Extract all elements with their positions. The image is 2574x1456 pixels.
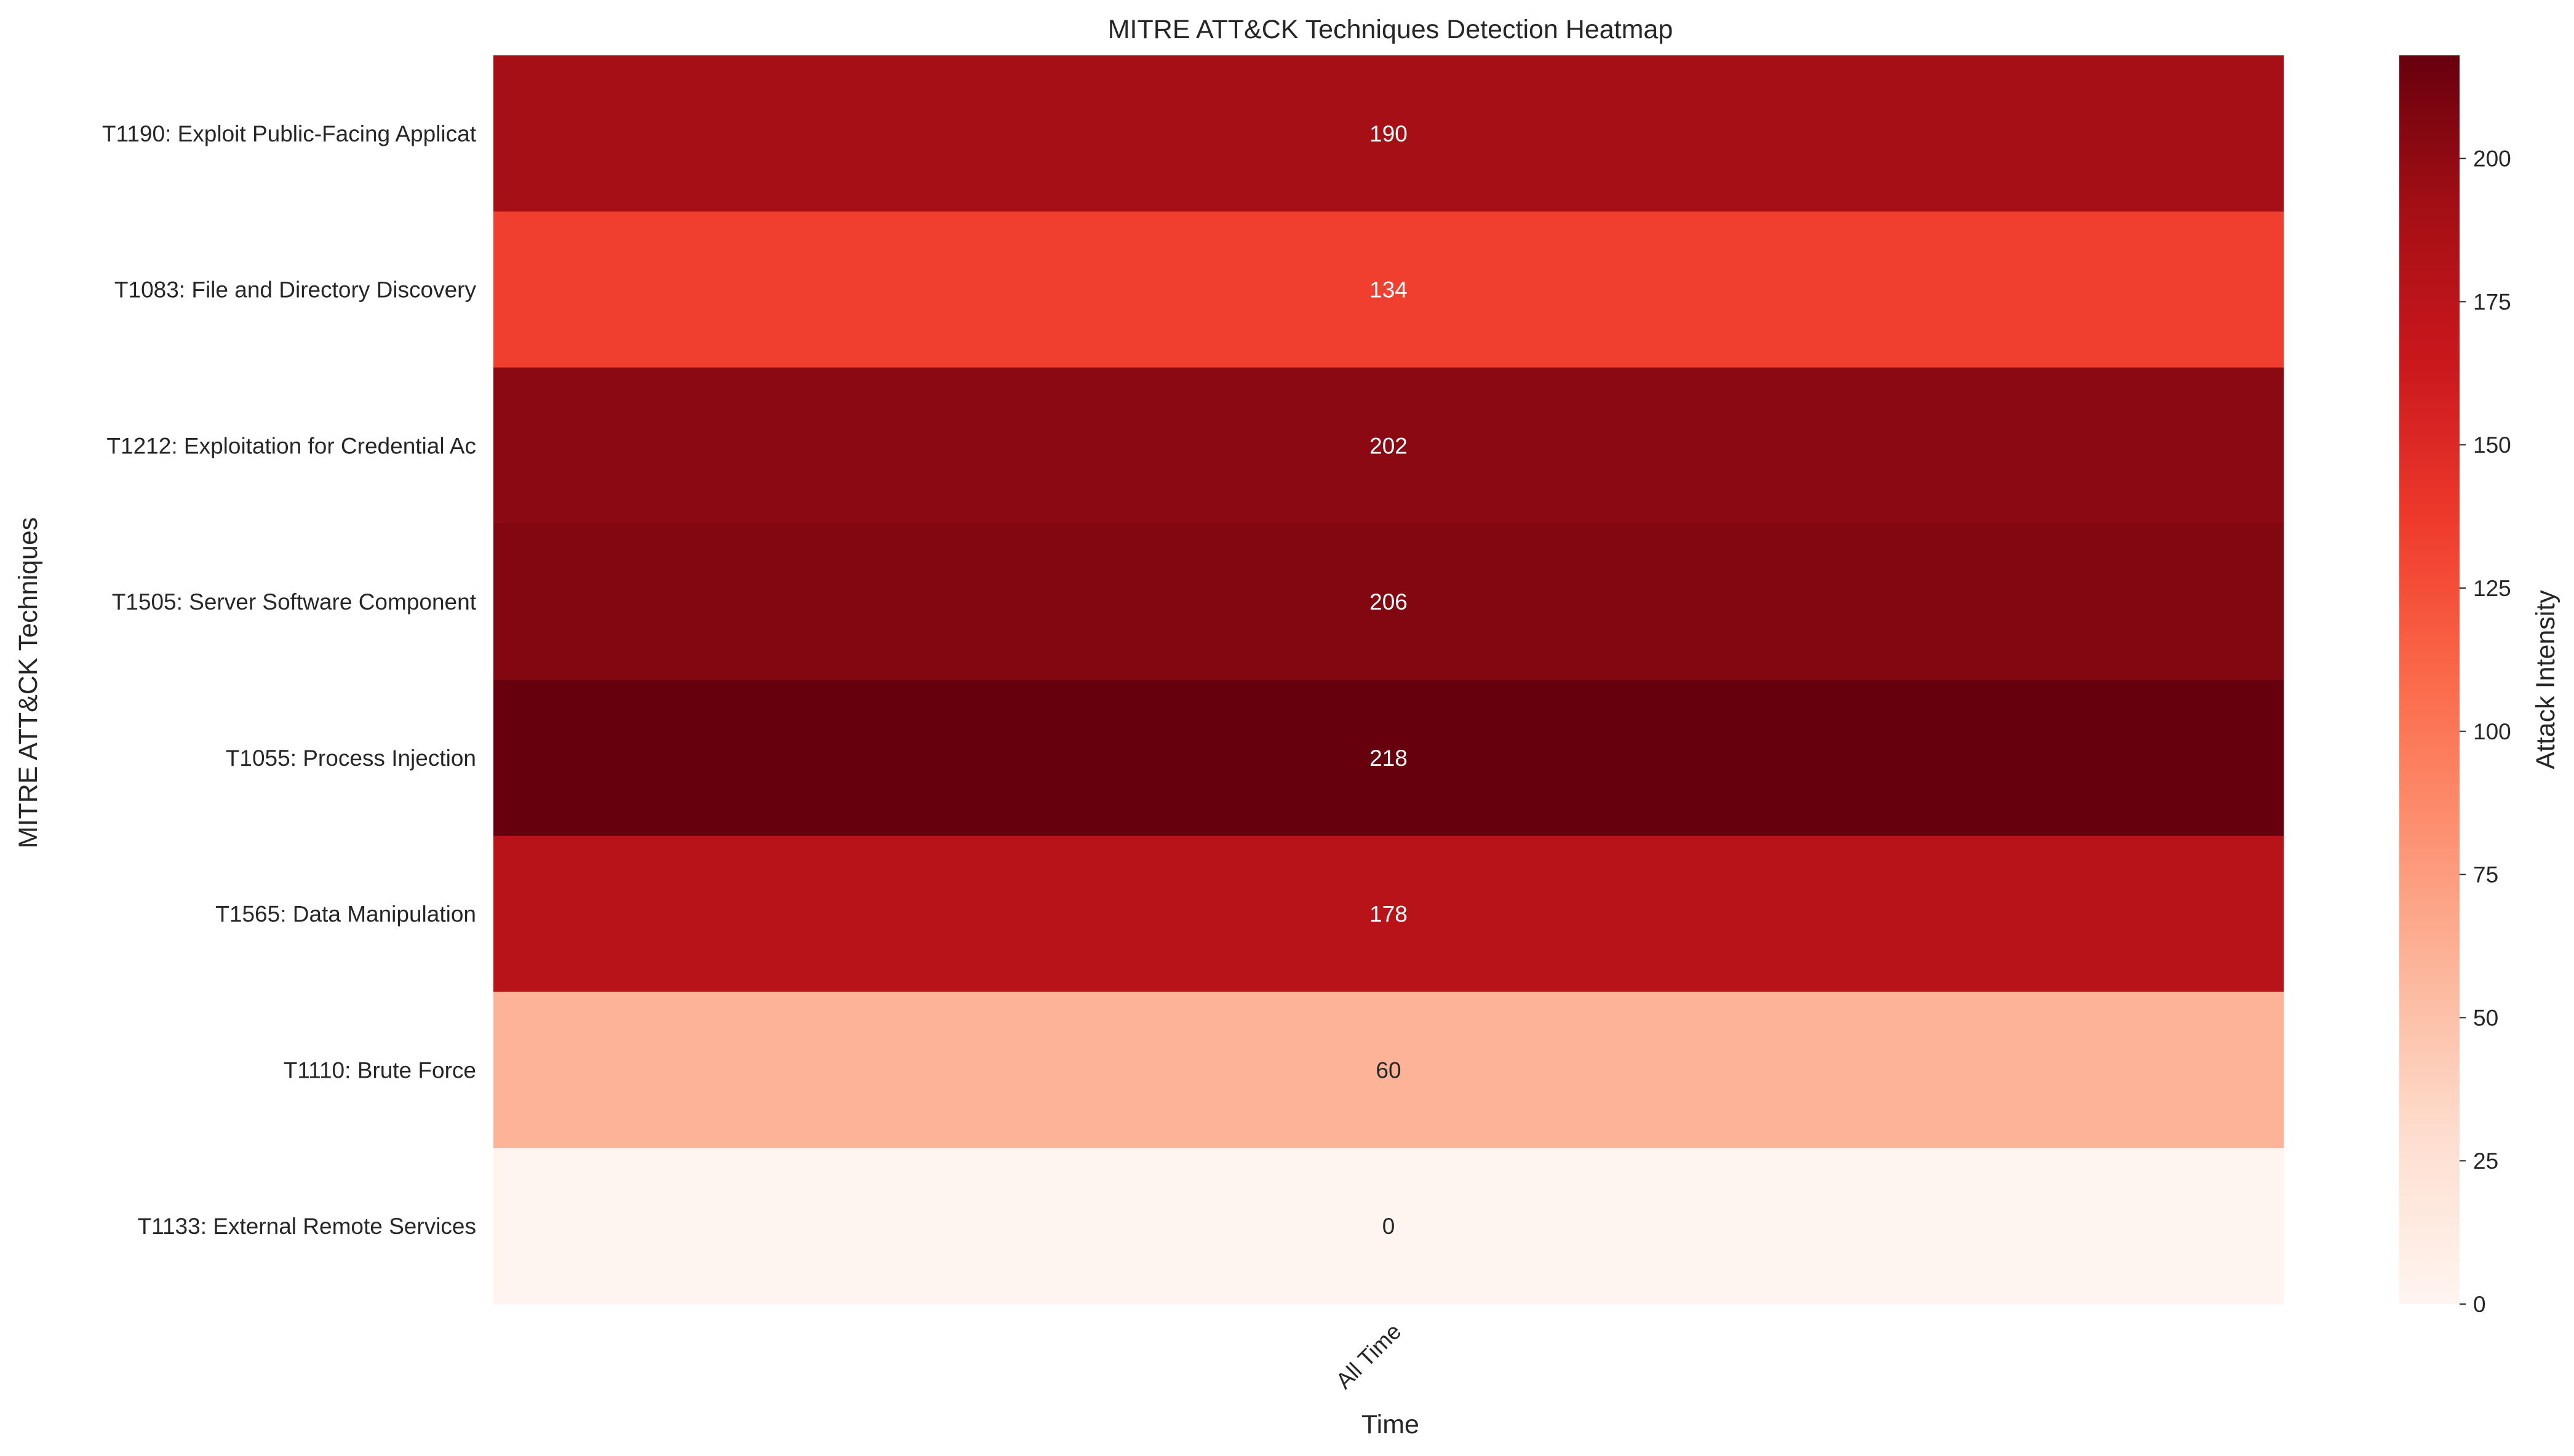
y-tick-label: T1190: Exploit Public-Facing Applicat (102, 121, 477, 146)
cell-value-label: 218 (1369, 746, 1408, 771)
y-tick-label: T1083: File and Directory Discovery (114, 277, 477, 303)
chart-title: MITRE ATT&CK Techniques Detection Heatma… (1108, 15, 1673, 44)
cell-value-label: 206 (1369, 589, 1408, 615)
cell-value-label: 178 (1369, 902, 1408, 927)
heatmap-cell (493, 1148, 2284, 1305)
colorbar-label: Attack Intensity (2531, 590, 2560, 770)
cell-value-label: 134 (1369, 277, 1408, 303)
cell-value-label: 60 (1376, 1057, 1401, 1083)
colorbar (2399, 55, 2460, 1304)
y-tick-label: T1565: Data Manipulation (215, 902, 476, 927)
colorbar-tick-label: 150 (2473, 432, 2511, 458)
y-tick-label: T1212: Exploitation for Credential Ac (106, 433, 476, 458)
heatmap-cell (493, 992, 2284, 1148)
colorbar-tick-label: 25 (2473, 1148, 2498, 1174)
y-tick-label: T1110: Brute Force (284, 1057, 476, 1083)
cell-value-label: 190 (1369, 121, 1408, 146)
y-axis-label: MITRE ATT&CK Techniques (14, 517, 43, 849)
y-tick-label: T1133: External Remote Services (138, 1214, 476, 1239)
heatmap-cells: 190 134 202 206 218 178 60 0 (493, 55, 2284, 1305)
colorbar-tick-label: 200 (2473, 146, 2511, 172)
heatmap-cell (493, 680, 2284, 837)
x-axis-label: Time (1361, 1410, 1419, 1439)
colorbar-tick-label: 50 (2473, 1005, 2498, 1030)
colorbar-tick-label: 175 (2473, 289, 2511, 314)
heatmap-cell (493, 367, 2284, 524)
cell-value-label: 0 (1382, 1214, 1395, 1239)
heatmap-cell (493, 211, 2284, 368)
colorbar-ticks: 0 25 50 75 100 125 150 175 200 (2460, 146, 2511, 1317)
cell-value-label: 202 (1369, 433, 1408, 458)
heatmap-cell (493, 55, 2284, 212)
heatmap-cell (493, 835, 2284, 992)
y-tick-labels: T1190: Exploit Public-Facing Applicat T10… (102, 121, 477, 1239)
colorbar-tick-label: 125 (2473, 576, 2511, 601)
colorbar-tick-label: 0 (2473, 1292, 2486, 1317)
y-tick-label: T1055: Process Injection (226, 746, 476, 771)
colorbar-tick-label: 100 (2473, 719, 2511, 744)
y-tick-label: T1505: Server Software Component (112, 589, 477, 615)
heatmap-cell (493, 523, 2284, 680)
colorbar-tick-label: 75 (2473, 862, 2498, 888)
